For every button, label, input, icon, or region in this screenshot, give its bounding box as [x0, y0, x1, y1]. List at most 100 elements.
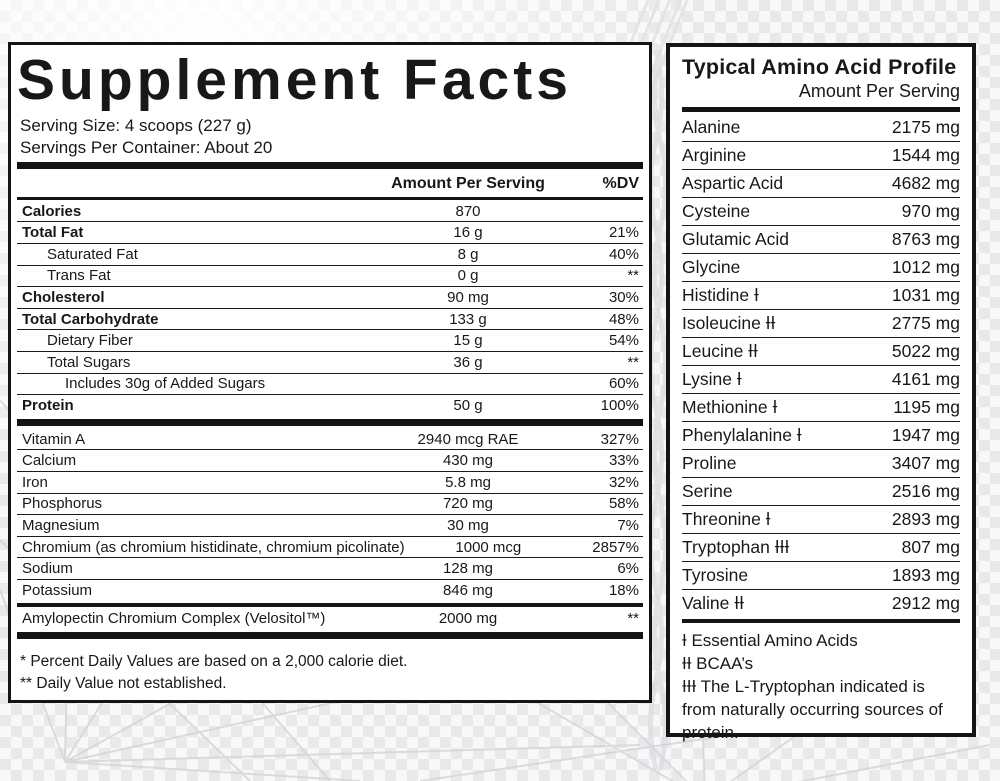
amino-name: Phenylalanine Ɨ: [682, 425, 802, 445]
amino-amount: 4161 mg: [891, 369, 960, 389]
facts-row-dv: 100%: [600, 396, 639, 414]
amino-row: Serine 2516 mg: [682, 478, 960, 506]
facts-row: Saturated Fat 8 g 40%: [17, 244, 643, 266]
amino-amount: 4682 mg: [891, 173, 960, 193]
amino-row: Leucine ƗƗ 5022 mg: [682, 338, 960, 366]
facts-row: Iron 5.8 mg 32%: [17, 472, 643, 494]
amino-name: Isoleucine ƗƗ: [682, 313, 776, 333]
facts-row: Trans Fat 0 g **: [17, 266, 643, 288]
amino-amount: 2775 mg: [891, 313, 960, 333]
facts-row-amount: 720 mg: [442, 495, 494, 513]
facts-row-label: Total Fat: [22, 224, 84, 242]
facts-row: Amylopectin Chromium Complex (Velositol™…: [17, 609, 643, 630]
facts-row-dv: 2857%: [592, 538, 639, 556]
section-divider: [682, 107, 960, 112]
amino-rows: Alanine 2175 mg Arginine 1544 mg Aspartic Ac…: [682, 114, 960, 617]
facts-row-amount: 16 g: [453, 224, 483, 242]
facts-row-label: Phosphorus: [22, 495, 103, 513]
facts-row-amount: 2940 mcg RAE: [417, 430, 519, 448]
facts-row-label: Dietary Fiber: [47, 332, 133, 350]
facts-row-label: Vitamin A: [22, 430, 86, 448]
facts-row-label: Total Carbohydrate: [22, 310, 159, 328]
amount-per-serving-header: Amount Per Serving: [391, 174, 545, 192]
facts-row: Magnesium 30 mg 7%: [17, 515, 643, 537]
facts-row: Vitamin A 2940 mcg RAE 327%: [17, 429, 643, 451]
serving-size-text: Serving Size: 4 scoops (227 g): [20, 115, 252, 135]
dna-helix-graphic: [648, 49, 668, 771]
facts-row: Dietary Fiber 15 g 54%: [17, 330, 643, 352]
facts-row-dv: **: [627, 267, 639, 285]
supplement-facts-panel: Supplement Facts Serving Size: 4 scoops …: [8, 42, 652, 703]
facts-row-amount: 90 mg: [447, 289, 489, 307]
facts-row-label: Total Sugars: [47, 353, 131, 371]
facts-row-dv: 327%: [600, 430, 639, 448]
amino-row: Threonine Ɨ 2893 mg: [682, 506, 960, 534]
amino-row: Methionine Ɨ 1195 mg: [682, 394, 960, 422]
amino-row: Tryptophan ƗƗƗ 807 mg: [682, 534, 960, 562]
facts-row: Protein 50 g 100%: [17, 395, 643, 416]
amino-footnote: ƗƗ BCAA’s: [682, 654, 754, 673]
facts-row-dv: 18%: [608, 581, 639, 599]
amino-name: Arginine: [682, 145, 747, 165]
amino-row: Phenylalanine Ɨ 1947 mg: [682, 422, 960, 450]
facts-row-label: Cholesterol: [22, 289, 105, 307]
amino-amount: 2893 mg: [891, 509, 960, 529]
facts-row-label: Sodium: [22, 560, 73, 578]
amino-name: Leucine ƗƗ: [682, 341, 758, 361]
amino-footnote: Ɨ Essential Amino Acids: [682, 631, 858, 650]
amino-amount: 5022 mg: [891, 341, 960, 361]
amino-name: Histidine Ɨ: [682, 285, 759, 305]
facts-row-amount: 846 mg: [442, 581, 494, 599]
amino-name: Tryptophan ƗƗƗ: [682, 537, 790, 557]
amino-row: Tyrosine 1893 mg: [682, 562, 960, 590]
facts-row: Calcium 430 mg 33%: [17, 450, 643, 472]
supplement-facts-title: Supplement Facts: [17, 48, 572, 112]
amino-name: Serine: [682, 481, 733, 501]
facts-row-amount: 133 g: [449, 310, 487, 328]
amino-row: Histidine Ɨ 1031 mg: [682, 282, 960, 310]
section-divider: [682, 619, 960, 623]
amino-name: Valine ƗƗ: [682, 593, 744, 613]
facts-row: Calories 870: [17, 201, 643, 223]
facts-row-dv: 58%: [608, 495, 639, 513]
section-divider: [17, 418, 643, 426]
facts-row: Sodium 128 mg 6%: [17, 558, 643, 580]
amino-footnotes: Ɨ Essential Amino Acids ƗƗ BCAA’s ƗƗƗ The …: [682, 627, 960, 744]
facts-row-dv: 60%: [608, 375, 639, 393]
facts-row-label: Amylopectin Chromium Complex (Velositol™…: [22, 610, 326, 628]
facts-row: Total Carbohydrate 133 g 48%: [17, 309, 643, 331]
amino-name: Proline: [682, 453, 737, 473]
amino-name: Tyrosine: [682, 565, 749, 585]
amino-name: Lysine Ɨ: [682, 369, 742, 389]
amino-name: Cysteine: [682, 201, 751, 221]
amino-row: Glycine 1012 mg: [682, 254, 960, 282]
amino-amount: 2175 mg: [891, 117, 960, 137]
facts-footnote: * Percent Daily Values are based on a 2,…: [20, 653, 408, 671]
facts-row-amount: 5.8 mg: [445, 473, 491, 491]
facts-row-dv: 33%: [608, 452, 639, 470]
amino-row: Aspartic Acid 4682 mg: [682, 170, 960, 198]
facts-row: Phosphorus 720 mg 58%: [17, 494, 643, 516]
amino-footnote: ƗƗƗ The L-Tryptophan indicated is from n…: [682, 677, 943, 742]
servings-per-container-text: Servings Per Container: About 20: [20, 137, 273, 157]
facts-row: Total Fat 16 g 21%: [17, 222, 643, 245]
facts-column-header: Amount Per Serving %DV: [17, 172, 643, 196]
amino-amount: 3407 mg: [891, 453, 960, 473]
amino-name: Glycine: [682, 257, 741, 277]
amino-amount: 1544 mg: [891, 145, 960, 165]
facts-row-dv: **: [627, 353, 639, 371]
facts-row-amount: 0 g: [457, 267, 479, 285]
facts-row-dv: 6%: [617, 560, 639, 578]
section-divider: [17, 602, 643, 607]
facts-row-dv: 30%: [608, 289, 639, 307]
facts-row-label: Trans Fat: [47, 267, 111, 285]
amino-amount: 1031 mg: [891, 285, 960, 305]
amino-profile-subtitle: Amount Per Serving: [798, 81, 960, 101]
amino-name: Alanine: [682, 117, 741, 137]
facts-row-amount: 2000 mg: [438, 610, 498, 628]
amino-row: Lysine Ɨ 4161 mg: [682, 366, 960, 394]
amino-amount: 1947 mg: [891, 425, 960, 445]
facts-row-dv: 54%: [608, 332, 639, 350]
section-divider: [17, 161, 643, 169]
